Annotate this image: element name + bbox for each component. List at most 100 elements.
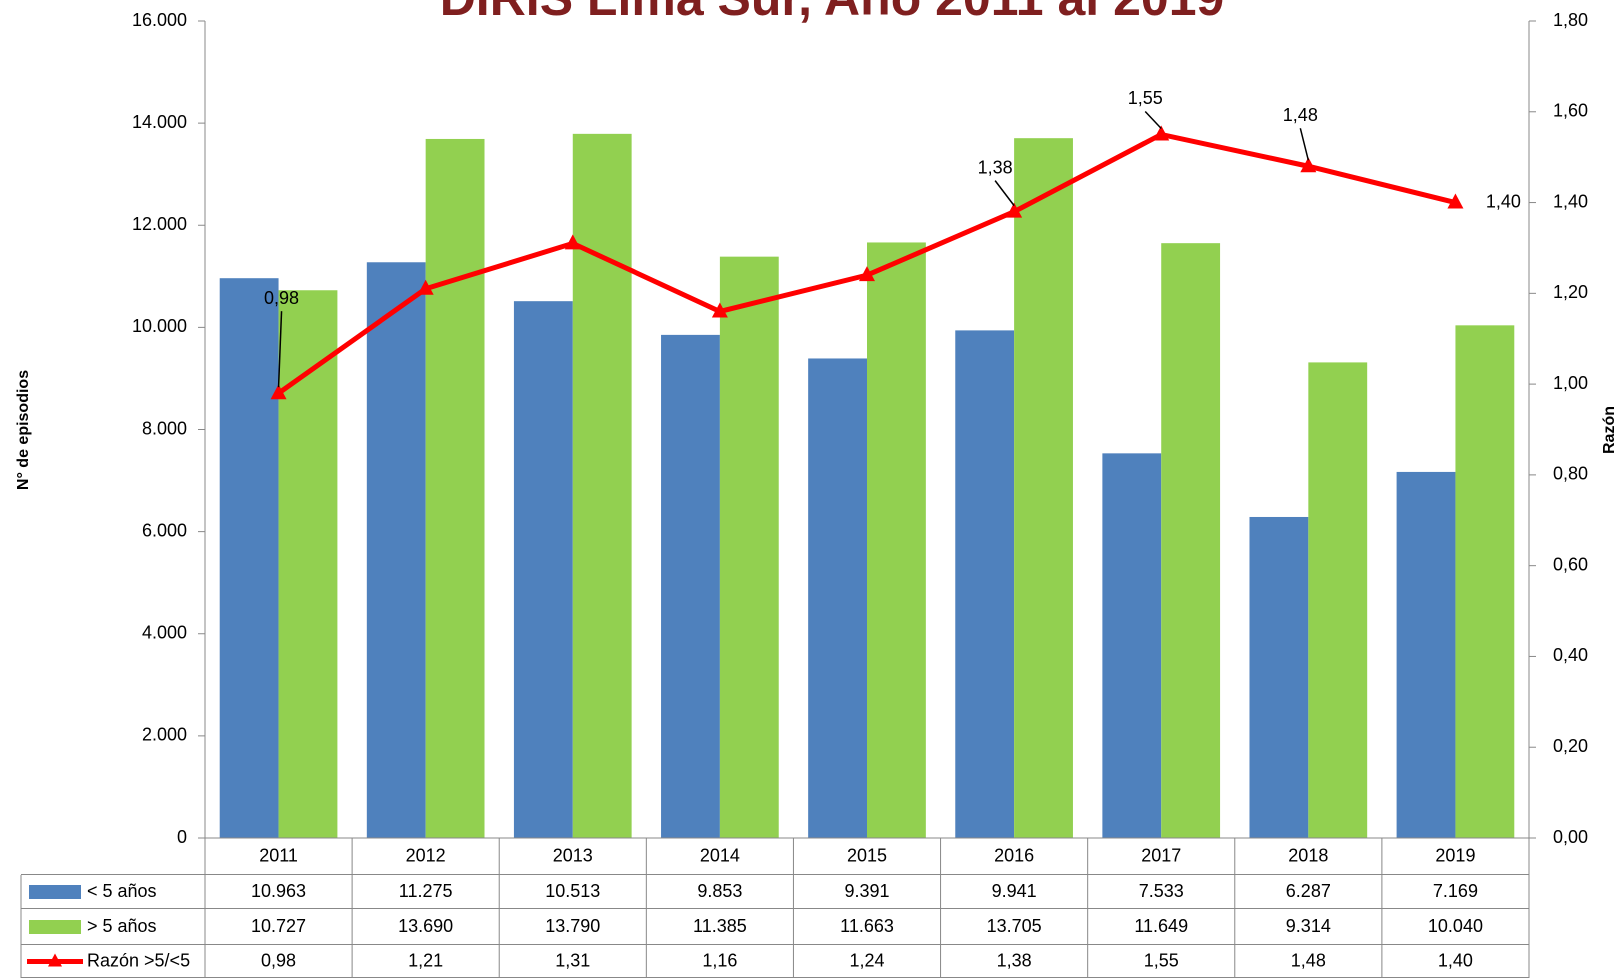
- y-tick-label: 6.000: [142, 520, 187, 540]
- y2-axis-label: Razón: [1601, 406, 1618, 454]
- table-value: 10.963: [251, 881, 306, 901]
- data-label: 1,38: [978, 157, 1013, 177]
- table-value: 1,16: [702, 950, 737, 970]
- chart-title: DIRIS Lima Sur, Año 2011 al 2019: [440, 0, 1225, 26]
- y-tick-label: 2.000: [142, 725, 187, 745]
- bar: [572, 133, 632, 838]
- y2-tick-label: 1,00: [1553, 373, 1588, 393]
- bar: [1455, 325, 1515, 838]
- ratio-marker: [711, 302, 728, 318]
- y-tick-label: 8.000: [142, 418, 187, 438]
- ratio-marker: [1006, 202, 1023, 218]
- bar: [719, 256, 779, 838]
- y2-tick-label: 0,00: [1553, 827, 1588, 847]
- table-value: 9.314: [1286, 916, 1331, 936]
- bar: [1102, 453, 1162, 838]
- table-value: 1,55: [1144, 950, 1179, 970]
- bar: [955, 330, 1015, 838]
- table-value: 1,24: [849, 950, 884, 970]
- data-label: 1,48: [1283, 105, 1318, 125]
- table-value: 1,48: [1291, 950, 1326, 970]
- leader-line: [994, 180, 1015, 207]
- table-value: 7.169: [1433, 881, 1478, 901]
- x-tick-label: 2019: [1435, 845, 1475, 865]
- table-value: 1,31: [555, 950, 590, 970]
- y2-tick-label: 1,80: [1553, 10, 1588, 30]
- x-tick-label: 2014: [700, 845, 740, 865]
- table-value: 9.853: [697, 881, 742, 901]
- bar: [1308, 362, 1368, 838]
- y-tick-label: 0: [177, 827, 187, 847]
- table-value: 7.533: [1139, 881, 1184, 901]
- x-tick-label: 2015: [847, 845, 887, 865]
- x-tick-label: 2017: [1141, 845, 1181, 865]
- bar: [219, 278, 279, 839]
- bar: [513, 301, 573, 838]
- bar: [1396, 471, 1456, 838]
- table-value: 0,98: [261, 950, 296, 970]
- bar: [425, 138, 485, 839]
- ratio-marker: [1300, 157, 1317, 173]
- legend-swatch: [48, 953, 62, 967]
- ratio-marker: [417, 279, 434, 295]
- bar: [1161, 243, 1221, 838]
- ratio-marker: [1447, 193, 1464, 209]
- table-value: 10.727: [251, 916, 306, 936]
- table-value: 13.705: [987, 916, 1042, 936]
- ratio-marker: [1153, 125, 1170, 141]
- y-tick-label: 14.000: [132, 112, 187, 132]
- bar: [661, 334, 720, 838]
- x-tick-label: 2012: [406, 845, 446, 865]
- x-tick-label: 2018: [1288, 845, 1328, 865]
- table-value: 11.649: [1134, 916, 1188, 936]
- leader-line: [1144, 110, 1162, 129]
- bar: [366, 262, 426, 838]
- legend-swatch: [29, 920, 81, 934]
- y2-tick-label: 0,20: [1553, 736, 1588, 756]
- data-label: 1,55: [1128, 88, 1163, 108]
- x-tick-label: 2013: [553, 845, 593, 865]
- table-value: 10.513: [545, 881, 600, 901]
- table-value: 9.941: [992, 881, 1037, 901]
- table-value: 10.040: [1428, 916, 1483, 936]
- ratio-marker: [564, 234, 581, 250]
- table-value: 1,21: [408, 950, 443, 970]
- bar: [808, 358, 867, 838]
- y2-tick-label: 1,40: [1553, 191, 1588, 211]
- table-value: 13.790: [545, 916, 600, 936]
- legend-label: > 5 años: [87, 916, 157, 936]
- bar: [1014, 138, 1073, 839]
- bar: [278, 290, 338, 838]
- bar: [867, 242, 926, 838]
- ratio-marker: [859, 266, 875, 282]
- bar: [1249, 516, 1309, 838]
- legend-label: Razón >5/<5: [87, 950, 190, 970]
- y-tick-label: 12.000: [132, 214, 187, 234]
- y-tick-label: 4.000: [142, 623, 187, 643]
- legend-label: < 5 años: [87, 881, 157, 901]
- table-value: 11.275: [399, 881, 453, 901]
- y-tick-label: 16.000: [132, 10, 187, 30]
- y2-tick-label: 0,80: [1553, 464, 1588, 484]
- y-axis-label: N° de episodios: [15, 370, 32, 490]
- y2-tick-label: 0,60: [1553, 554, 1588, 574]
- ratio-marker: [270, 384, 287, 400]
- table-value: 11.663: [840, 916, 894, 936]
- y2-tick-label: 1,20: [1553, 282, 1588, 302]
- y2-tick-label: 1,60: [1553, 101, 1588, 121]
- leader-line: [1299, 128, 1310, 161]
- data-label: 0,98: [264, 288, 299, 308]
- x-tick-label: 2011: [259, 845, 298, 865]
- table-value: 1,40: [1438, 950, 1473, 970]
- table-value: 6.287: [1286, 881, 1331, 901]
- table-value: 9.391: [844, 881, 889, 901]
- table-value: 11.385: [693, 916, 747, 936]
- x-tick-label: 2016: [994, 845, 1034, 865]
- data-label: 1,40: [1486, 191, 1521, 211]
- y-tick-label: 10.000: [132, 316, 187, 336]
- table-value: 13.690: [398, 916, 453, 936]
- legend-swatch: [29, 885, 81, 899]
- table-value: 1,38: [997, 950, 1032, 970]
- leader-line: [277, 311, 283, 388]
